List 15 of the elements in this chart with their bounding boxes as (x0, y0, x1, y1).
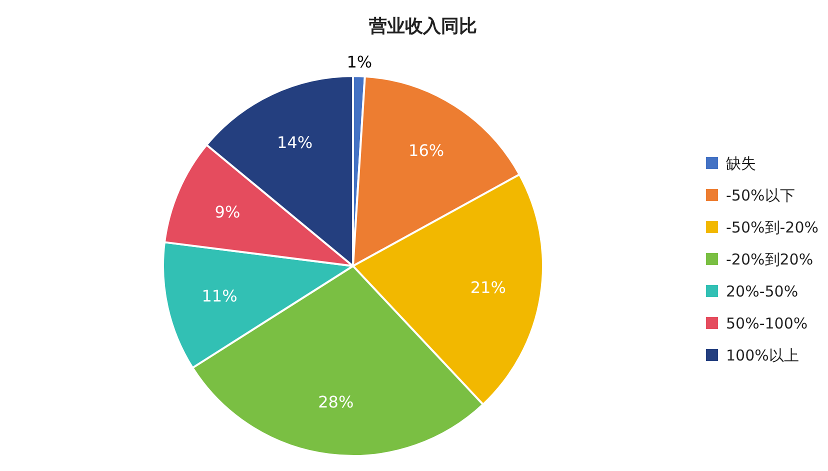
legend-label: 100%以上 (726, 346, 799, 364)
data-label: 11% (202, 286, 238, 306)
chart-title: 营业收入同比 (368, 16, 477, 37)
data-label: 21% (470, 278, 506, 297)
data-label: 28% (318, 392, 354, 412)
legend-label: -50%到-20% (726, 218, 819, 236)
legend-label: 20%-50% (726, 282, 798, 300)
legend-label: 50%-100% (726, 314, 808, 332)
data-label: 14% (276, 132, 313, 152)
data-label: 9% (214, 202, 240, 222)
data-label: 1% (346, 52, 372, 72)
legend-label: -20%到20% (726, 250, 814, 268)
legend-label: 缺失 (726, 154, 756, 172)
data-label: 16% (408, 141, 444, 160)
legend-label: -50%以下 (726, 186, 795, 204)
